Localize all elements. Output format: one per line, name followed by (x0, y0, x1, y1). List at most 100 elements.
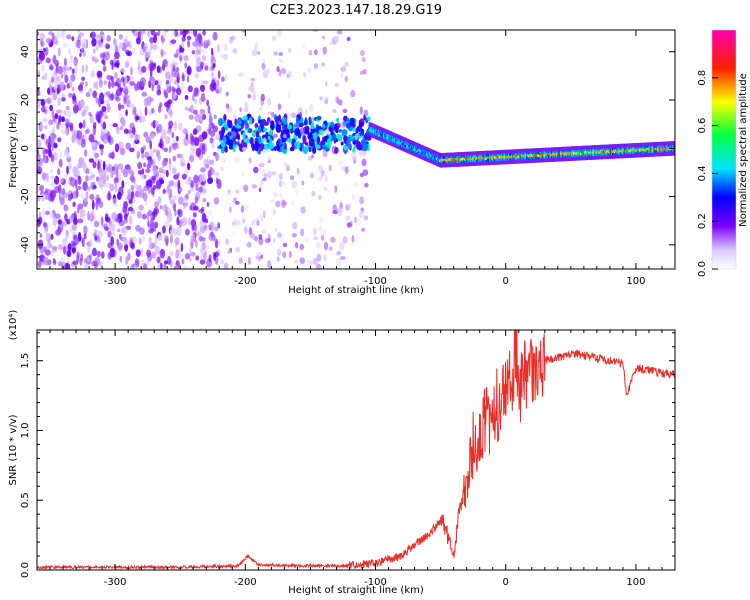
heatmap-cell (275, 116, 279, 124)
heatmap-cell (107, 190, 111, 201)
heatmap-cell (201, 92, 205, 103)
heatmap-cell (161, 50, 167, 56)
heatmap-cell (259, 107, 263, 111)
heatmap-cell (207, 127, 213, 135)
heatmap-cell (324, 81, 328, 87)
heatmap-cell (201, 48, 206, 54)
heatmap-cell (82, 181, 88, 192)
heatmap-cell (277, 138, 281, 145)
heatmap-cell (90, 181, 96, 190)
heatmap-cell (154, 245, 160, 255)
heatmap-cell (303, 120, 308, 126)
heatmap-cell (290, 175, 295, 181)
heatmap-cell (80, 193, 84, 199)
heatmap-cell (128, 206, 134, 212)
heatmap-cell (352, 147, 356, 153)
heatmap-cell (112, 123, 118, 128)
heatmap-cell (232, 231, 236, 236)
heatmap-cell (168, 251, 174, 256)
heatmap-cell (139, 30, 146, 35)
heatmap-cell (338, 129, 343, 133)
heatmap-cell (176, 216, 180, 226)
heatmap-cell (45, 172, 49, 183)
heatmap-cell (64, 204, 71, 214)
heatmap-cell (45, 57, 51, 64)
heatmap-cell (80, 236, 83, 244)
heatmap-cell (156, 89, 162, 96)
x-tick-label: 0 (503, 276, 509, 287)
heatmap-cell (173, 121, 178, 127)
heatmap-cell (40, 38, 44, 47)
heatmap-cell (186, 65, 192, 76)
heatmap-cell (83, 233, 87, 240)
heatmap-cell (44, 210, 51, 216)
heatmap-cell (282, 117, 288, 126)
heatmap-cell (197, 230, 202, 238)
heatmap-cell (127, 50, 132, 57)
heatmap-cell (70, 54, 73, 63)
heatmap-cell (122, 167, 129, 178)
heatmap-cell (258, 187, 262, 193)
heatmap-cell (110, 75, 114, 83)
heatmap-cell (50, 154, 55, 163)
heatmap-cell (179, 44, 182, 50)
heatmap-cell (90, 142, 97, 147)
spectrogram-ylabel: Frequency (Hz) (8, 112, 19, 188)
heatmap-cell (77, 162, 83, 169)
heatmap-cell (98, 168, 104, 174)
heatmap-cell (56, 121, 60, 130)
heatmap-cell (44, 188, 48, 194)
heatmap-cell (45, 37, 52, 44)
heatmap-cell (144, 151, 149, 159)
heatmap-cell (71, 242, 77, 253)
heatmap-cell (324, 129, 330, 135)
heatmap-cell (187, 85, 193, 93)
heatmap-cell (141, 224, 146, 235)
heatmap-cell (128, 215, 133, 225)
heatmap-cell (149, 215, 153, 225)
heatmap-cell (332, 132, 337, 141)
heatmap-cell (199, 246, 204, 254)
heatmap-cell (47, 86, 54, 96)
heatmap-cell (176, 153, 182, 159)
heatmap-cell (262, 149, 267, 154)
heatmap-cell (102, 160, 106, 171)
heatmap-cell (146, 179, 153, 189)
heatmap-cell (162, 30, 167, 38)
heatmap-cell (277, 103, 282, 110)
heatmap-cell (354, 181, 358, 187)
heatmap-cell (286, 164, 290, 172)
heatmap-cell (148, 236, 152, 244)
heatmap-cell (130, 184, 134, 191)
heatmap-cell (252, 131, 257, 137)
heatmap-cell (88, 134, 95, 143)
heatmap-cell (117, 163, 124, 170)
heatmap-cell (70, 73, 76, 82)
heatmap-cell (299, 257, 306, 265)
heatmap-cell (253, 143, 259, 152)
heatmap-cell (188, 114, 194, 120)
heatmap-cell (116, 126, 120, 135)
heatmap-cell (51, 109, 55, 119)
heatmap-cell (300, 206, 306, 214)
heatmap-cell (350, 90, 356, 98)
heatmap-cell (332, 109, 337, 113)
heatmap-cell (189, 257, 192, 263)
heatmap-cell (256, 251, 262, 257)
heatmap-cell (178, 196, 184, 206)
colorbar: 0.0 0.2 0.4 0.6 0.8 Normalized spectral ampl… (697, 29, 749, 277)
heatmap-cell (114, 71, 118, 79)
heatmap-cell (65, 152, 71, 159)
heatmap-cell (180, 242, 184, 252)
heatmap-cell (141, 91, 148, 97)
heatmap-cell (171, 167, 177, 174)
heatmap-cell (44, 72, 48, 80)
heatmap-cell (244, 138, 250, 144)
heatmap-cell (49, 104, 53, 112)
heatmap-cell (148, 80, 152, 89)
heatmap-cell (144, 106, 148, 117)
heatmap-cell (146, 249, 152, 258)
heatmap-cell (163, 221, 169, 228)
heatmap-cell (192, 93, 195, 102)
heatmap-cell (195, 191, 201, 201)
